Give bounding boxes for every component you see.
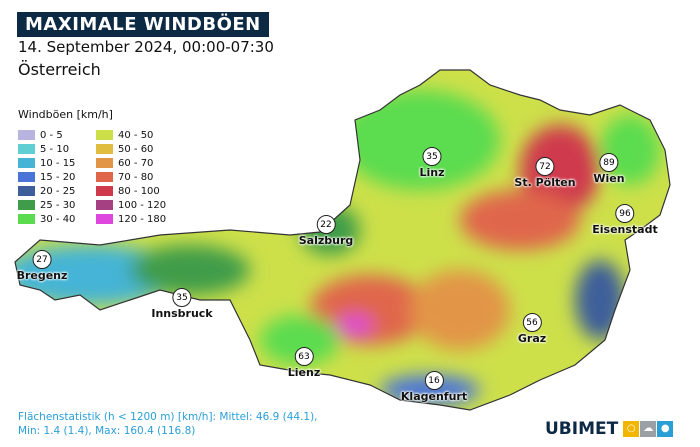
legend-item: 15 - 20 [18,171,96,183]
legend-item: 25 - 30 [18,199,96,211]
legend-swatch [18,144,35,154]
legend-item: 10 - 15 [18,157,96,169]
city-name: Lienz [287,366,321,379]
legend-item: 80 - 100 [96,185,180,197]
legend-label: 15 - 20 [40,171,76,183]
region-name: Österreich [18,60,101,79]
area-statistics: Flächenstatistik (h < 1200 m) [km/h]: Mi… [18,410,318,438]
legend-label: 0 - 5 [40,129,63,141]
legend-label: 30 - 40 [40,213,76,225]
legend-item: 5 - 10 [18,143,96,155]
city-marker: 27 Bregenz [16,250,68,282]
city-value: 22 [316,215,336,234]
city-marker: 16 Klagenfurt [401,371,467,403]
city-value: 72 [535,157,555,176]
city-name: St. Pölten [514,176,576,189]
city-marker: 72 St. Pölten [514,157,576,189]
legend-item: 40 - 50 [96,129,180,141]
legend-label: 50 - 60 [118,143,154,155]
cloud-icon: ☁ [640,421,657,437]
legend-swatch [96,172,113,182]
stats-line-2: Min: 1.4 (1.4), Max: 160.4 (116.8) [18,425,196,437]
legend-swatch [96,144,113,154]
legend-label: 100 - 120 [118,199,167,211]
city-value: 16 [424,371,444,390]
stats-line-1: Flächenstatistik (h < 1200 m) [km/h]: Mi… [18,411,318,423]
city-name: Linz [419,166,445,179]
legend-item: 20 - 25 [18,185,96,197]
logo-text: UBIMET [545,419,619,439]
legend-label: 5 - 10 [40,143,70,155]
legend-swatch [96,158,113,168]
legend-swatch [18,186,35,196]
city-name: Innsbruck [151,307,213,320]
city-marker: 96 Eisenstadt [592,204,658,236]
legend-item: 120 - 180 [96,213,180,225]
city-name: Wien [593,172,625,185]
city-name: Salzburg [298,234,354,247]
city-value: 63 [294,347,314,366]
legend-swatch [18,214,35,224]
sun-icon: ○ [623,421,640,437]
legend-item: 0 - 5 [18,129,96,141]
city-name: Graz [517,332,547,345]
city-marker: 22 Salzburg [298,215,354,247]
legend-swatch [96,186,113,196]
city-value: 35 [172,288,192,307]
legend-label: 10 - 15 [40,157,76,169]
legend-label: 120 - 180 [118,213,167,225]
city-value: 96 [615,204,635,223]
city-marker: 63 Lienz [288,347,320,379]
legend: Windböen [km/h] 0 - 5 40 - 50 5 - 10 50 - 6… [18,108,180,225]
map-title: MAXIMALE WINDBÖEN [17,12,269,37]
legend-item: 70 - 80 [96,171,180,183]
legend-swatch [96,130,113,140]
legend-swatch [96,214,113,224]
city-name: Eisenstadt [592,223,658,236]
city-marker: 35 Innsbruck [151,288,213,320]
ubimet-logo: UBIMET ○ ☁ ● [545,419,674,439]
legend-swatch [96,200,113,210]
legend-label: 80 - 100 [118,185,160,197]
legend-swatch [18,130,35,140]
legend-swatch [18,172,35,182]
legend-title: Windböen [km/h] [18,108,113,121]
drop-icon: ● [657,421,674,437]
legend-swatch [18,158,35,168]
city-marker: 89 Wien [593,153,625,185]
city-name: Bregenz [16,269,68,282]
city-value: 56 [522,313,542,332]
legend-item: 50 - 60 [96,143,180,155]
legend-swatch [18,200,35,210]
legend-item: 30 - 40 [18,213,96,225]
legend-item: 60 - 70 [96,157,180,169]
city-value: 89 [599,153,619,172]
city-value: 27 [32,250,52,269]
legend-label: 60 - 70 [118,157,154,169]
city-name: Klagenfurt [400,390,468,403]
city-value: 35 [422,147,442,166]
legend-item: 100 - 120 [96,199,180,211]
legend-label: 25 - 30 [40,199,76,211]
legend-label: 20 - 25 [40,185,76,197]
city-marker: 35 Linz [419,147,445,179]
legend-label: 40 - 50 [118,129,154,141]
date-range: 14. September 2024, 00:00-07:30 [18,38,274,56]
city-marker: 56 Graz [518,313,546,345]
legend-label: 70 - 80 [118,171,154,183]
